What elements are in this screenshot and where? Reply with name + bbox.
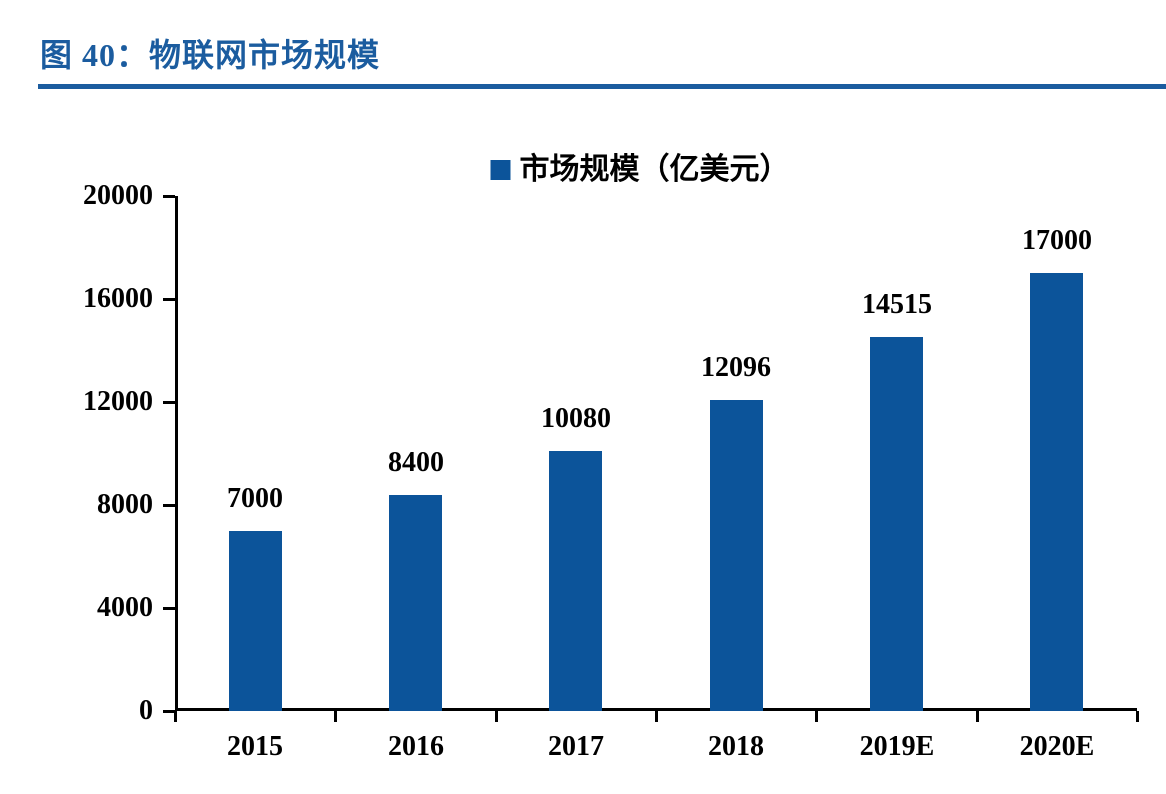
- x-axis-tick-1: [334, 711, 337, 722]
- y-axis-line: [175, 196, 178, 711]
- legend-series-label: 市场规模（亿美元）: [519, 153, 790, 186]
- value-label-2017: 10080: [541, 403, 611, 434]
- x-tick-label-2016: 2016: [388, 731, 444, 762]
- value-label-2016: 8400: [388, 447, 444, 478]
- legend-square-marker-icon: [490, 160, 511, 180]
- x-tick-label-2019E: 2019E: [859, 731, 935, 762]
- y-tick-label-12000: 12000: [83, 386, 153, 417]
- x-tick-label-2018: 2018: [708, 731, 764, 762]
- bar-2015: [229, 531, 282, 711]
- x-axis-tick-5: [976, 711, 979, 722]
- bar-2017: [549, 451, 602, 711]
- bar-2016: [389, 495, 442, 711]
- x-axis-tick-3: [655, 711, 658, 722]
- y-axis-tick-8000: [163, 504, 175, 507]
- y-axis-tick-16000: [163, 298, 175, 301]
- x-axis-tick-0: [174, 711, 177, 722]
- y-tick-label-8000: 8000: [97, 489, 153, 520]
- value-label-2020E: 17000: [1022, 225, 1092, 256]
- value-label-2018: 12096: [701, 352, 771, 383]
- y-tick-label-4000: 4000: [97, 592, 153, 623]
- x-axis-tick-6: [1136, 711, 1139, 722]
- title-underline-rule: [38, 84, 1166, 89]
- plot-area: 0 4000 8000 12000 16000 20000 7000 2015 8400 2016…: [83, 180, 1139, 762]
- x-axis-line: [175, 708, 1137, 711]
- bar-2019E: [870, 337, 923, 711]
- bar-2020E: [1030, 273, 1083, 711]
- x-tick-label-2020E: 2020E: [1019, 731, 1095, 762]
- figure-title: 图 40：物联网市场规模: [40, 37, 381, 73]
- y-tick-label-16000: 16000: [83, 283, 153, 314]
- y-tick-label-20000: 20000: [83, 180, 153, 211]
- x-tick-label-2015: 2015: [227, 731, 283, 762]
- y-axis-tick-12000: [163, 401, 175, 404]
- y-axis-tick-20000: [163, 195, 175, 198]
- y-axis-tick-0: [163, 710, 175, 713]
- y-tick-label-0: 0: [139, 695, 153, 726]
- bar-2018: [710, 400, 763, 711]
- x-tick-label-2017: 2017: [548, 731, 604, 762]
- value-label-2015: 7000: [227, 483, 283, 514]
- chart-legend: 市场规模（亿美元）: [490, 150, 790, 190]
- value-label-2019E: 14515: [862, 289, 932, 320]
- x-axis-tick-2: [495, 711, 498, 722]
- y-axis-tick-4000: [163, 607, 175, 610]
- x-axis-tick-4: [815, 711, 818, 722]
